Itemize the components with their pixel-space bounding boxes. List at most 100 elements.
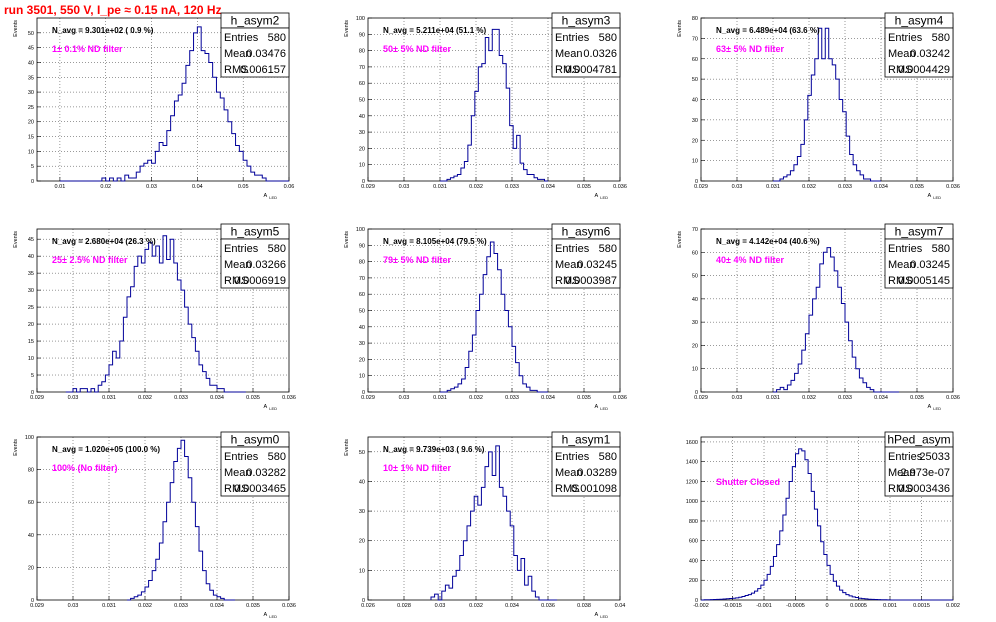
stat-mean-value: 2.973e-07 bbox=[900, 467, 950, 479]
y-tick-label: 30 bbox=[359, 509, 365, 515]
x-tick-label: 0.034 bbox=[874, 184, 888, 190]
y-tick-label: 40 bbox=[28, 254, 34, 260]
y-tick-label: 20 bbox=[359, 357, 365, 363]
y-tick-label: 50 bbox=[28, 31, 34, 37]
stat-entries-label: Entries bbox=[555, 451, 590, 463]
stat-entries-label: Entries bbox=[224, 32, 259, 44]
stat-rms-value: 0.0006919 bbox=[234, 275, 286, 287]
x-axis-label: A LED bbox=[595, 612, 609, 619]
histogram-title: h_asym6 bbox=[562, 225, 611, 239]
y-tick-label: 60 bbox=[28, 500, 34, 506]
filter-annotation: 50± 5% ND filter bbox=[383, 44, 451, 54]
y-axis-label: Events bbox=[344, 20, 350, 37]
filter-annotation: 1± 0.1% ND filter bbox=[52, 44, 123, 54]
y-axis-label: Events bbox=[13, 20, 19, 37]
y-tick-label: 30 bbox=[692, 118, 698, 124]
stat-entries-label: Entries bbox=[224, 243, 259, 255]
y-tick-label: 20 bbox=[28, 120, 34, 126]
histogram-panel: 0.026 0.028 0.03 0.032 0.034 0.036 0.038 0.04 0 1… bbox=[344, 431, 625, 619]
histogram-title: hPed_asym bbox=[887, 433, 950, 447]
x-tick-label: 0.031 bbox=[102, 603, 116, 609]
y-tick-label: 40 bbox=[692, 297, 698, 303]
y-tick-label: 25 bbox=[28, 305, 34, 311]
y-tick-label: 60 bbox=[692, 57, 698, 63]
y-tick-label: 70 bbox=[359, 65, 365, 71]
stat-rms-value: 0.0003465 bbox=[234, 483, 286, 495]
histogram-bars bbox=[65, 235, 246, 393]
x-tick-label: 0.0015 bbox=[913, 603, 930, 609]
stat-mean-value: 0.0326 bbox=[583, 48, 617, 60]
histogram-bars bbox=[440, 241, 548, 393]
y-tick-label: 1200 bbox=[686, 479, 698, 485]
histogram-panel: 0.029 0.03 0.031 0.032 0.033 0.034 0.035 0.036 0… bbox=[677, 12, 960, 200]
stats-box bbox=[220, 446, 290, 497]
navg-label: N_avg = 9.739e+03 ( 9.6 %) bbox=[383, 445, 485, 454]
x-tick-label: 0.02 bbox=[100, 184, 111, 190]
y-axis-label: Events bbox=[677, 20, 683, 37]
stat-rms-value: 0.001098 bbox=[571, 483, 617, 495]
x-tick-label: 0.034 bbox=[505, 603, 519, 609]
histogram-title: h_asym4 bbox=[895, 14, 944, 28]
y-tick-label: 45 bbox=[28, 46, 34, 52]
y-tick-label: 10 bbox=[359, 568, 365, 574]
y-tick-label: 1400 bbox=[686, 460, 698, 466]
y-tick-label: 10 bbox=[359, 374, 365, 380]
y-tick-label: 50 bbox=[359, 98, 365, 104]
stat-rms-label: RMS bbox=[888, 275, 912, 287]
x-tick-label: 0.029 bbox=[694, 184, 708, 190]
x-tick-label: 0.01 bbox=[55, 184, 66, 190]
y-tick-label: 0 bbox=[31, 179, 34, 185]
x-tick-label: 0.036 bbox=[946, 184, 960, 190]
stat-rms-label: RMS bbox=[888, 483, 912, 495]
y-tick-label: 50 bbox=[359, 450, 365, 456]
histogram-bars bbox=[59, 26, 289, 182]
x-tick-label: 0.031 bbox=[433, 184, 447, 190]
y-tick-label: 1600 bbox=[686, 440, 698, 446]
stats-box bbox=[884, 27, 954, 78]
histogram-panel: 0.01 0.02 0.03 0.04 0.05 0.06 0 5 10 15 20 25 30 35 40… bbox=[13, 12, 294, 200]
x-tick-label: 0.032 bbox=[802, 184, 816, 190]
navg-label: N_avg = 1.020e+05 (100.0 %) bbox=[52, 445, 160, 454]
stat-rms-label: RMS bbox=[224, 483, 248, 495]
y-tick-label: 40 bbox=[359, 114, 365, 120]
stat-mean-label: Mean bbox=[888, 259, 916, 271]
stat-entries-label: Entries bbox=[888, 32, 923, 44]
x-tick-label: 0.032 bbox=[138, 603, 152, 609]
x-tick-label: 0.034 bbox=[541, 395, 555, 401]
stat-mean-value: 0.03266 bbox=[246, 259, 286, 271]
x-tick-label: 0.0005 bbox=[850, 603, 867, 609]
y-tick-label: 70 bbox=[692, 36, 698, 42]
y-axis-label: Events bbox=[344, 231, 350, 248]
x-axis-label-sub: LED bbox=[269, 195, 277, 200]
x-tick-label: 0.03 bbox=[732, 184, 743, 190]
histogram-title: h_asym5 bbox=[231, 225, 280, 239]
y-tick-label: 0 bbox=[362, 390, 365, 396]
x-tick-label: 0.028 bbox=[397, 603, 411, 609]
y-tick-label: 5 bbox=[31, 164, 34, 170]
y-tick-label: 50 bbox=[359, 309, 365, 315]
stat-rms-label: RMS bbox=[224, 275, 248, 287]
x-tick-label: 0.035 bbox=[246, 603, 260, 609]
stat-entries-value: 580 bbox=[932, 32, 950, 44]
stat-mean-value: 0.03476 bbox=[246, 48, 286, 60]
x-tick-label: 0.036 bbox=[613, 184, 627, 190]
stat-entries-label: Entries bbox=[888, 451, 923, 463]
x-tick-label: 0.031 bbox=[433, 395, 447, 401]
stat-entries-label: Entries bbox=[888, 243, 923, 255]
stat-rms-value: 0.0004781 bbox=[565, 64, 617, 76]
y-tick-label: 60 bbox=[359, 292, 365, 298]
stat-entries-value: 580 bbox=[268, 451, 286, 463]
x-axis-label-sub: LED bbox=[600, 614, 608, 619]
x-axis-label: A LED bbox=[595, 404, 609, 411]
x-axis-label: A LED bbox=[928, 404, 942, 411]
filter-annotation: Shutter Closed bbox=[716, 477, 780, 487]
x-tick-label: 0.029 bbox=[361, 395, 375, 401]
x-axis-label-sub: LED bbox=[269, 614, 277, 619]
histogram-panel: 0.029 0.03 0.031 0.032 0.033 0.034 0.035 0.036 0… bbox=[677, 223, 960, 411]
stat-rms-value: 0.0003436 bbox=[898, 483, 950, 495]
x-axis-label: A LED bbox=[264, 404, 278, 411]
stat-mean-label: Mean bbox=[224, 48, 252, 60]
stat-mean-label: Mean bbox=[888, 467, 916, 479]
y-tick-label: 20 bbox=[28, 322, 34, 328]
x-tick-label: 0.034 bbox=[874, 395, 888, 401]
